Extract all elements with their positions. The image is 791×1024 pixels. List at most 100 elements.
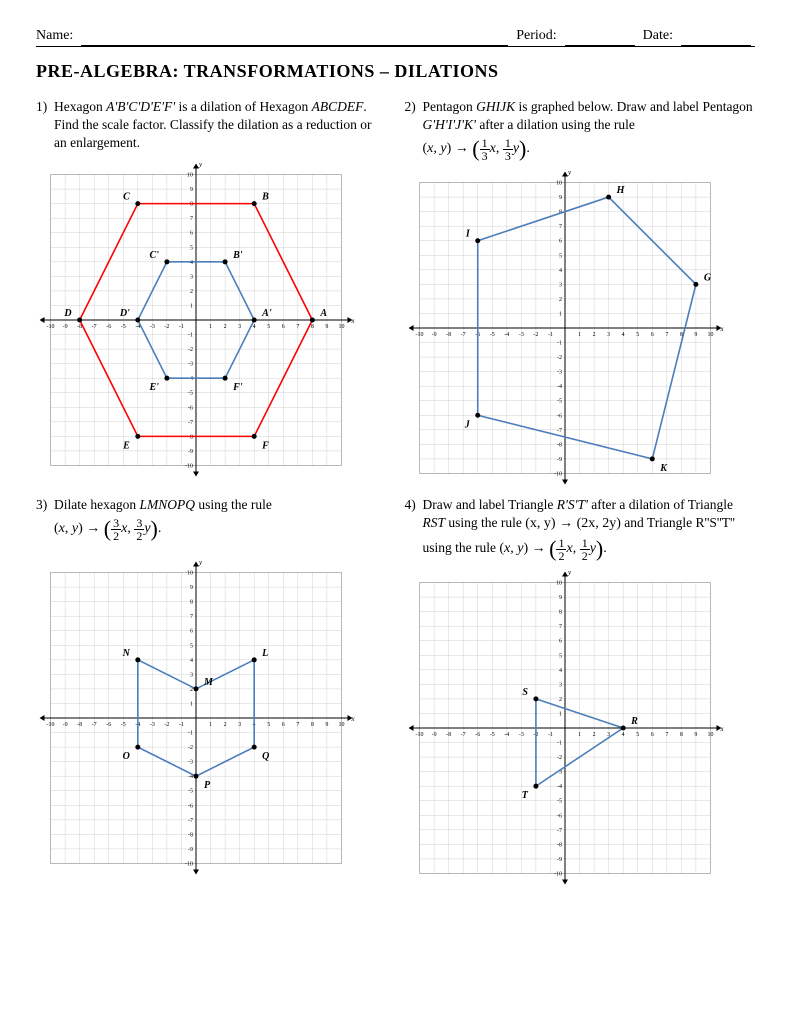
svg-text:9: 9: [190, 187, 193, 193]
svg-text:5: 5: [267, 722, 270, 728]
svg-text:4: 4: [190, 658, 193, 664]
svg-text:-2: -2: [188, 745, 193, 751]
date-label: Date:: [643, 28, 673, 44]
svg-text:8: 8: [559, 610, 562, 616]
svg-text:-7: -7: [92, 722, 97, 728]
svg-text:x: x: [719, 325, 724, 333]
svg-text:-7: -7: [557, 828, 562, 834]
svg-text:7: 7: [296, 722, 299, 728]
svg-text:N: N: [122, 648, 131, 659]
svg-text:-3: -3: [188, 362, 193, 368]
svg-text:4: 4: [621, 332, 624, 338]
svg-text:1: 1: [578, 732, 581, 738]
svg-text:-9: -9: [63, 324, 68, 330]
svg-text:5: 5: [636, 732, 639, 738]
svg-text:-8: -8: [188, 434, 193, 440]
svg-text:-5: -5: [188, 789, 193, 795]
svg-text:-6: -6: [475, 732, 480, 738]
svg-text:-1: -1: [188, 731, 193, 737]
svg-text:-3: -3: [150, 722, 155, 728]
svg-text:-1: -1: [547, 332, 552, 338]
svg-text:9: 9: [190, 585, 193, 591]
svg-text:9: 9: [694, 332, 697, 338]
svg-text:7: 7: [665, 332, 668, 338]
svg-text:1: 1: [190, 702, 193, 708]
svg-text:-10: -10: [554, 472, 562, 478]
svg-text:6: 6: [190, 231, 193, 237]
svg-text:6: 6: [650, 332, 653, 338]
svg-text:8: 8: [190, 600, 193, 606]
svg-text:6: 6: [282, 324, 285, 330]
svg-text:-5: -5: [557, 399, 562, 405]
problem-4: 4)Draw and label Triangle R'S'T' after a…: [405, 496, 756, 888]
svg-text:-8: -8: [446, 732, 451, 738]
problem-2-text: 2)Pentagon GHIJK is graphed below. Draw …: [405, 98, 756, 164]
svg-text:2: 2: [592, 332, 595, 338]
svg-text:9: 9: [694, 732, 697, 738]
svg-text:9: 9: [325, 722, 328, 728]
svg-text:-3: -3: [150, 324, 155, 330]
svg-text:3: 3: [238, 722, 241, 728]
svg-text:10: 10: [556, 580, 562, 586]
svg-text:-1: -1: [547, 732, 552, 738]
svg-text:5: 5: [190, 643, 193, 649]
svg-text:3: 3: [607, 332, 610, 338]
svg-text:S: S: [522, 687, 528, 698]
svg-text:P: P: [204, 780, 211, 791]
svg-text:2: 2: [224, 324, 227, 330]
svg-text:-8: -8: [557, 442, 562, 448]
svg-text:K: K: [659, 463, 668, 474]
svg-text:-1: -1: [557, 341, 562, 347]
svg-text:-5: -5: [121, 722, 126, 728]
svg-text:-9: -9: [431, 332, 436, 338]
svg-text:3: 3: [559, 282, 562, 288]
svg-text:-9: -9: [557, 457, 562, 463]
svg-text:10: 10: [707, 332, 713, 338]
svg-text:-2: -2: [557, 755, 562, 761]
svg-text:-5: -5: [188, 391, 193, 397]
svg-text:1: 1: [209, 722, 212, 728]
svg-text:y: y: [198, 161, 203, 169]
svg-text:6: 6: [190, 629, 193, 635]
svg-text:H: H: [615, 185, 625, 196]
svg-text:B': B': [232, 250, 243, 261]
svg-text:9: 9: [325, 324, 328, 330]
problem-2: 2)Pentagon GHIJK is graphed below. Draw …: [405, 98, 756, 488]
svg-text:-10: -10: [185, 862, 193, 868]
svg-text:-10: -10: [415, 332, 423, 338]
svg-text:-3: -3: [188, 760, 193, 766]
svg-text:-4: -4: [504, 732, 509, 738]
svg-text:5: 5: [190, 245, 193, 251]
problem-1-graph: -10-10-9-9-8-8-7-7-6-6-5-5-4-4-3-3-2-2-1…: [36, 160, 356, 480]
svg-text:-5: -5: [489, 732, 494, 738]
svg-text:-9: -9: [557, 857, 562, 863]
svg-text:D': D': [119, 308, 130, 319]
svg-text:5: 5: [559, 253, 562, 259]
svg-text:7: 7: [190, 216, 193, 222]
svg-text:4: 4: [559, 668, 562, 674]
problems-grid: 1)Hexagon A'B'C'D'E'F' is a dilation of …: [36, 98, 755, 888]
svg-text:7: 7: [559, 224, 562, 230]
svg-text:-1: -1: [179, 324, 184, 330]
svg-text:T: T: [521, 790, 528, 801]
svg-text:-2: -2: [188, 347, 193, 353]
svg-text:1: 1: [559, 312, 562, 318]
svg-text:L: L: [261, 648, 268, 659]
svg-text:1: 1: [578, 332, 581, 338]
svg-text:8: 8: [679, 732, 682, 738]
svg-text:-7: -7: [460, 332, 465, 338]
svg-text:5: 5: [559, 653, 562, 659]
svg-text:I: I: [464, 229, 470, 240]
svg-text:3: 3: [190, 672, 193, 678]
problem-3-graph: -10-10-9-9-8-8-7-7-6-6-5-5-4-4-3-3-2-2-1…: [36, 558, 356, 878]
svg-text:3: 3: [190, 274, 193, 280]
svg-text:-7: -7: [460, 732, 465, 738]
svg-text:G: G: [703, 272, 711, 283]
svg-text:A': A': [261, 308, 272, 319]
svg-text:-8: -8: [77, 722, 82, 728]
svg-text:-2: -2: [533, 332, 538, 338]
svg-text:-1: -1: [557, 740, 562, 746]
svg-text:2: 2: [224, 722, 227, 728]
svg-text:-5: -5: [557, 799, 562, 805]
svg-text:y: y: [567, 169, 572, 177]
